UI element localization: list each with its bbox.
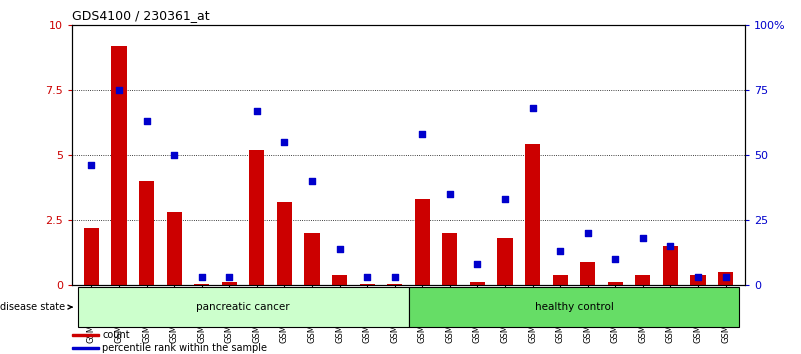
Point bbox=[278, 139, 291, 145]
Point bbox=[416, 131, 429, 137]
Bar bbox=[111, 46, 127, 285]
Bar bbox=[194, 284, 209, 285]
Point bbox=[167, 152, 180, 158]
Point bbox=[719, 274, 732, 280]
Bar bbox=[72, 347, 99, 349]
Bar bbox=[690, 275, 706, 285]
Point bbox=[85, 162, 98, 168]
Bar bbox=[525, 144, 540, 285]
Point bbox=[664, 243, 677, 249]
Point bbox=[609, 256, 622, 262]
Bar bbox=[167, 212, 182, 285]
Text: healthy control: healthy control bbox=[534, 302, 614, 312]
Text: disease state: disease state bbox=[0, 302, 72, 312]
Point bbox=[333, 246, 346, 251]
Text: GDS4100 / 230361_at: GDS4100 / 230361_at bbox=[72, 9, 210, 22]
Point bbox=[306, 178, 319, 184]
Bar bbox=[139, 181, 154, 285]
Text: pancreatic cancer: pancreatic cancer bbox=[196, 302, 290, 312]
Bar bbox=[442, 233, 457, 285]
Text: count: count bbox=[103, 330, 130, 341]
Point bbox=[498, 196, 511, 202]
Bar bbox=[580, 262, 595, 285]
Bar bbox=[277, 202, 292, 285]
Point bbox=[526, 105, 539, 111]
Bar bbox=[249, 150, 264, 285]
Text: percentile rank within the sample: percentile rank within the sample bbox=[103, 343, 268, 353]
Bar bbox=[470, 282, 485, 285]
Bar bbox=[497, 238, 513, 285]
Point bbox=[444, 191, 457, 197]
Bar bbox=[387, 284, 402, 285]
Point bbox=[637, 235, 650, 241]
Point bbox=[691, 274, 704, 280]
Bar bbox=[608, 282, 623, 285]
Bar bbox=[78, 287, 409, 327]
Bar bbox=[72, 335, 99, 336]
Point bbox=[113, 87, 126, 93]
Bar bbox=[553, 275, 568, 285]
Point bbox=[223, 274, 235, 280]
Point bbox=[360, 274, 373, 280]
Point bbox=[553, 248, 566, 254]
Bar bbox=[415, 199, 430, 285]
Point bbox=[140, 118, 153, 124]
Point bbox=[195, 274, 208, 280]
Bar bbox=[409, 287, 739, 327]
Bar bbox=[304, 233, 320, 285]
Point bbox=[582, 230, 594, 236]
Bar bbox=[718, 272, 733, 285]
Bar bbox=[222, 282, 237, 285]
Bar bbox=[635, 275, 650, 285]
Point bbox=[388, 274, 401, 280]
Point bbox=[471, 261, 484, 267]
Bar bbox=[84, 228, 99, 285]
Bar bbox=[360, 284, 375, 285]
Bar bbox=[663, 246, 678, 285]
Bar bbox=[332, 275, 347, 285]
Point bbox=[251, 108, 264, 114]
